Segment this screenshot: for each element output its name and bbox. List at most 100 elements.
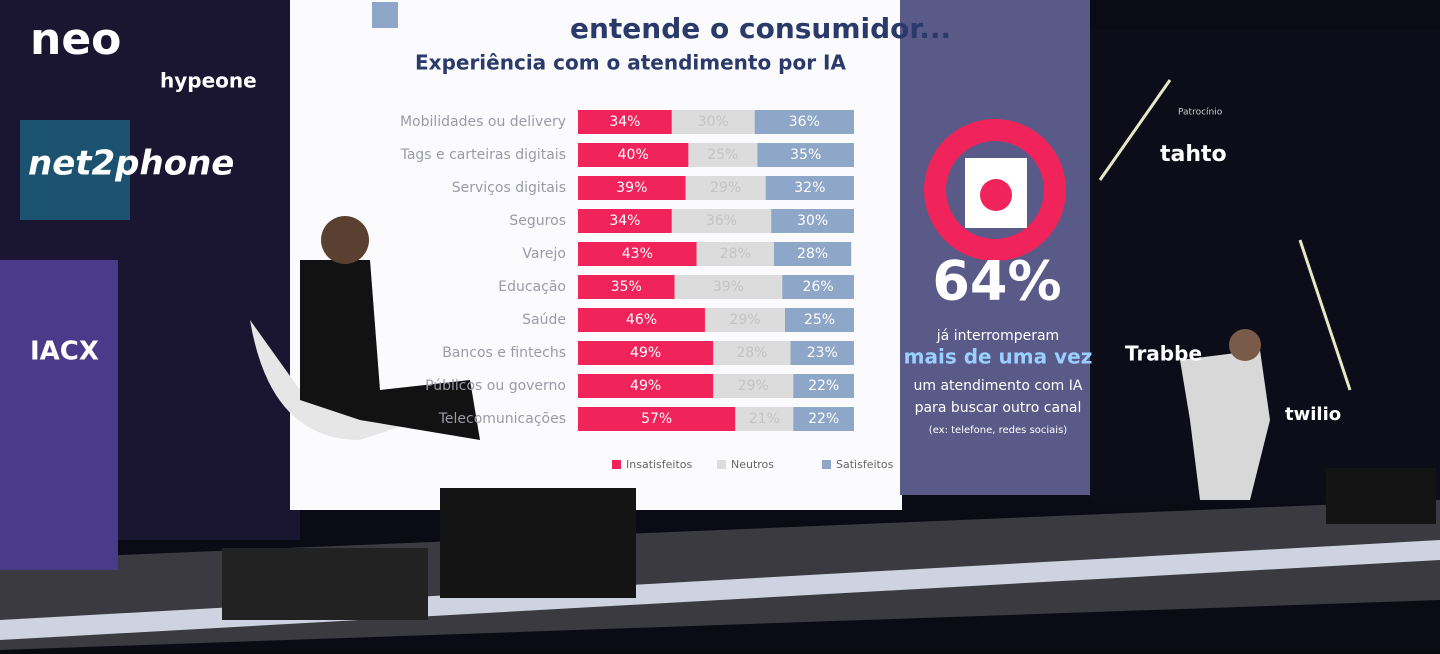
stat-value: 64% <box>932 250 1061 313</box>
chart-title: Experiência com o atendimento por IA <box>415 51 846 75</box>
logo: neo <box>30 14 121 65</box>
bar-label: 34% <box>609 213 640 229</box>
speaker-box <box>1326 468 1436 524</box>
slide-square <box>372 2 398 28</box>
bar-label: 22% <box>808 411 839 427</box>
bar-label: 36% <box>789 114 820 130</box>
bar-label: 29% <box>738 378 769 394</box>
bar-label: 35% <box>611 279 642 295</box>
bar-segment <box>793 407 854 431</box>
bar-segment <box>578 407 736 431</box>
category-label: Públicos ou governo <box>425 378 566 394</box>
bar-label: 49% <box>630 378 661 394</box>
bar-segment <box>790 341 854 365</box>
bar-label: 22% <box>808 378 839 394</box>
speaker-box <box>222 548 428 620</box>
bar-label: 32% <box>794 180 825 196</box>
presenter-head <box>321 216 369 264</box>
bar-label: 28% <box>797 246 828 262</box>
legend-label: Satisfeitos <box>836 458 894 471</box>
led-panel <box>20 120 130 220</box>
bar-label: 28% <box>736 345 767 361</box>
bar-label: 46% <box>626 312 657 328</box>
legend-swatch <box>822 460 831 469</box>
bar-segment <box>765 176 854 200</box>
bar-segment <box>578 143 689 167</box>
bar-segment <box>696 242 774 266</box>
bar-segment <box>757 143 854 167</box>
category-label: Educação <box>498 279 566 295</box>
bar-label: 57% <box>641 411 672 427</box>
bar-label: 29% <box>710 180 741 196</box>
bar-label: 30% <box>698 114 729 130</box>
bar-label: 49% <box>630 345 661 361</box>
sponsor-name: twilio <box>1285 404 1341 425</box>
bar-segment <box>713 374 794 398</box>
bar-segment <box>674 275 783 299</box>
bar-label: 39% <box>616 180 647 196</box>
bar-segment <box>578 176 686 200</box>
category-label: Serviços digitais <box>452 180 566 196</box>
bar-segment <box>578 209 672 233</box>
guest-head <box>1229 329 1261 361</box>
bar-label: 23% <box>807 345 838 361</box>
bar-segment <box>735 407 794 431</box>
bar-segment <box>578 275 675 299</box>
speaker-box <box>440 488 636 598</box>
sponsor-caption: Patrocínio <box>1178 108 1223 118</box>
bar-segment <box>688 143 758 167</box>
bar-segment <box>754 110 854 134</box>
lectern <box>0 260 118 570</box>
bar-segment <box>578 308 705 332</box>
bar-segment <box>704 308 785 332</box>
bar-segment <box>773 242 852 266</box>
sponsor-name: Trabbe <box>1125 342 1202 366</box>
stat-text: já interromperam <box>936 328 1059 344</box>
bar-segment <box>685 176 766 200</box>
category-label: Saúde <box>522 312 566 328</box>
bar-segment <box>782 275 854 299</box>
bar-segment <box>671 110 755 134</box>
category-label: Varejo <box>522 246 566 262</box>
legend-label: Insatisfeitos <box>626 458 693 471</box>
guest <box>1180 350 1270 500</box>
stat-text: mais de uma vez <box>904 345 1093 369</box>
category-label: Telecomunicações <box>438 411 566 427</box>
light-strip <box>1098 79 1172 181</box>
stat-text: para buscar outro canal <box>915 400 1082 416</box>
presenter <box>300 260 480 440</box>
bar-label: 36% <box>706 213 737 229</box>
donut <box>924 119 1066 261</box>
bar-label: 28% <box>720 246 751 262</box>
bar-label: 26% <box>803 279 834 295</box>
logo: net2phone <box>28 144 234 184</box>
logo: IACX <box>30 337 99 367</box>
legend-label: Neutros <box>731 458 774 471</box>
logo: hypeone <box>160 69 257 93</box>
bar-segment <box>793 374 854 398</box>
x-icon <box>980 179 1012 211</box>
legend-swatch <box>717 460 726 469</box>
bar-label: 43% <box>622 246 653 262</box>
bar-segment <box>771 209 854 233</box>
bar-segment <box>578 341 714 365</box>
light-strip <box>1298 239 1352 391</box>
sponsor-name: tahto <box>1160 142 1227 167</box>
bar-label: 21% <box>749 411 780 427</box>
stat-text: (ex: telefone, redes sociais) <box>929 425 1067 436</box>
legend-swatch <box>612 460 621 469</box>
category-label: Tags e carteiras digitais <box>400 147 566 163</box>
bar-segment <box>578 374 714 398</box>
category-label: Mobilidades ou delivery <box>400 114 566 130</box>
bar-segment <box>578 110 672 134</box>
bar-label: 30% <box>797 213 828 229</box>
bar-label: 39% <box>713 279 744 295</box>
category-label: Bancos e fintechs <box>442 345 566 361</box>
bar-segment <box>671 209 772 233</box>
bar-label: 25% <box>707 147 738 163</box>
bar-segment <box>785 308 854 332</box>
slide-headline: entende o consumidor... <box>570 12 951 45</box>
bar-label: 34% <box>609 114 640 130</box>
